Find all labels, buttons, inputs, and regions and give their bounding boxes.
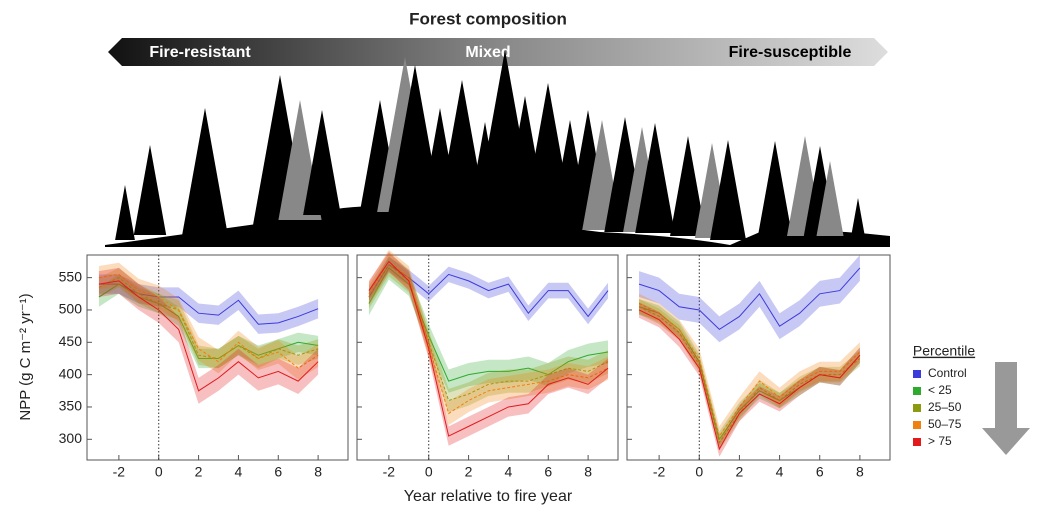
uncertainty-band: [98, 267, 319, 369]
y-tick-label: 350: [59, 398, 83, 414]
series-line: [638, 267, 861, 331]
legend-swatch: [913, 370, 921, 378]
tree: [133, 145, 167, 235]
panel-frame: [86, 254, 349, 461]
uncertainty-band: [639, 302, 860, 457]
y-tick-label: 300: [59, 430, 83, 446]
uncertainty-band: [98, 267, 319, 404]
x-tick-label: 4: [235, 464, 243, 480]
tree: [757, 141, 793, 236]
gradient-arrow: [108, 38, 888, 66]
legend-label: > 75: [928, 434, 952, 448]
tree-silhouettes: [105, 50, 890, 247]
series-line: [638, 303, 861, 438]
series-line: [368, 264, 609, 318]
series-line: [98, 283, 319, 325]
x-tick-label: -2: [383, 464, 396, 480]
series-line: [368, 260, 609, 415]
uncertainty-band: [639, 293, 860, 446]
legend-swatch: [913, 438, 921, 446]
panel-frame: [356, 254, 619, 461]
uncertainty-band: [98, 274, 319, 334]
legend-label: 25–50: [928, 400, 962, 414]
x-tick-label: -2: [653, 464, 666, 480]
tree: [710, 140, 746, 240]
series-line: [638, 309, 861, 451]
y-tick-label: 400: [59, 365, 83, 381]
x-tick-label: 6: [544, 464, 552, 480]
x-tick-label: 4: [505, 464, 513, 480]
x-tick-label: -2: [113, 464, 126, 480]
x-tick-label: 6: [274, 464, 282, 480]
x-tick-label: 8: [314, 464, 322, 480]
y-tick-label: 450: [59, 333, 83, 349]
x-tick-label: 2: [736, 464, 744, 480]
legend-label: < 25: [928, 383, 952, 397]
legend-label: 50–75: [928, 417, 962, 431]
panel-frame: [626, 254, 891, 461]
x-tick-label: 0: [155, 464, 163, 480]
uncertainty-band: [368, 251, 609, 446]
series-line: [98, 277, 319, 360]
header-middle: Mixed: [465, 44, 510, 61]
ground: [105, 206, 890, 247]
x-tick-label: 2: [195, 464, 203, 480]
uncertainty-band: [98, 274, 319, 369]
series-line: [368, 260, 609, 437]
tree: [635, 123, 675, 233]
series-line: [98, 273, 319, 369]
legend-swatch: [913, 421, 921, 429]
x-tick-label: 0: [695, 464, 703, 480]
uncertainty-band: [639, 298, 860, 451]
header-left: Fire-resistant: [149, 44, 251, 61]
series-line: [98, 280, 319, 392]
x-tick-label: 4: [776, 464, 784, 480]
y-tick-label: 550: [59, 268, 83, 284]
legend-swatch: [913, 387, 921, 395]
tree: [303, 110, 341, 215]
uncertainty-band: [639, 255, 860, 343]
x-tick-label: 8: [584, 464, 592, 480]
tree: [181, 108, 229, 238]
x-tick-label: 2: [465, 464, 473, 480]
tree: [115, 185, 135, 240]
uncertainty-band: [368, 253, 609, 413]
header-right: Fire-susceptible: [729, 44, 852, 61]
tree: [850, 198, 866, 240]
header-title: Forest composition: [409, 9, 567, 28]
legend-label: Control: [928, 366, 967, 380]
legend-swatch: [913, 404, 921, 412]
y-tick-label: 500: [59, 301, 83, 317]
legend-title: Percentile: [913, 343, 975, 359]
x-tick-label: 8: [856, 464, 864, 480]
x-tick-label: 6: [816, 464, 824, 480]
uncertainty-band: [98, 262, 319, 380]
series-line: [368, 263, 609, 402]
uncertainty-band: [368, 256, 609, 393]
series-line: [368, 267, 609, 382]
down-arrow: [982, 362, 1030, 455]
tree: [670, 136, 706, 236]
tree: [816, 161, 844, 236]
x-axis-label: Year relative to fire year: [404, 488, 573, 505]
y-axis-label: NPP (g C m⁻² yr⁻¹): [17, 293, 34, 420]
x-tick-label: 0: [425, 464, 433, 480]
